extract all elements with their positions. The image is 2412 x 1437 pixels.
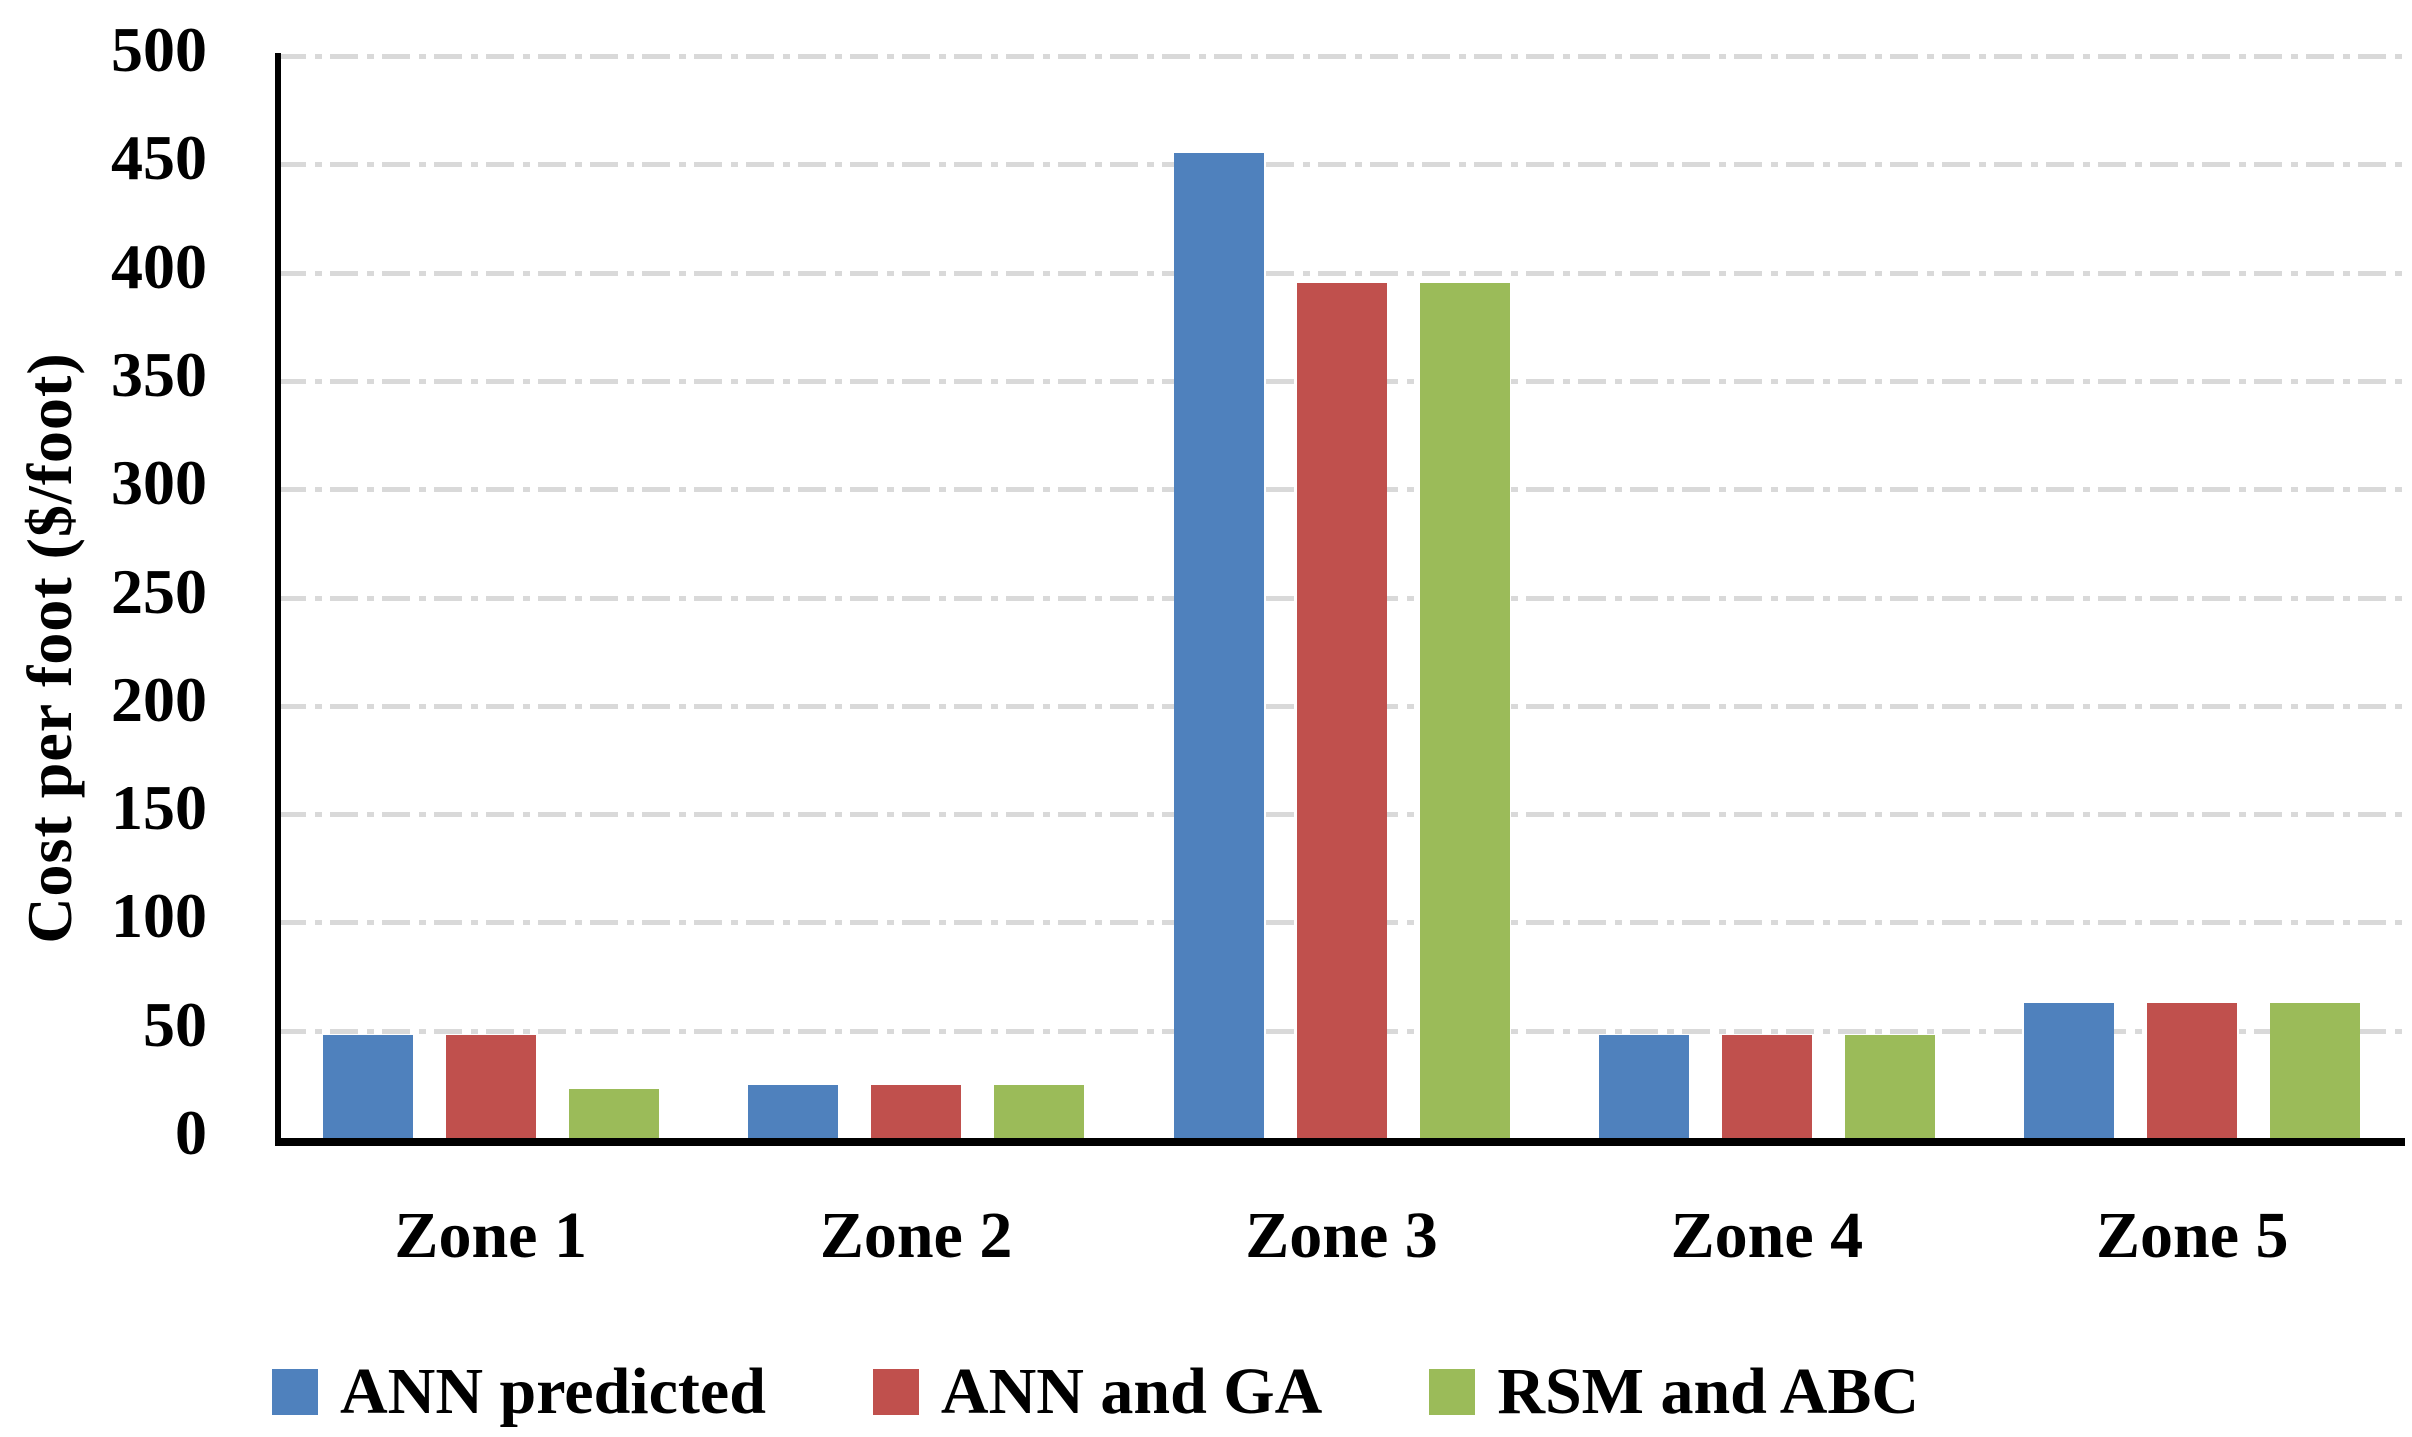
- gridline-400: [278, 270, 2405, 276]
- y-tick-label-0: 0: [175, 1097, 207, 1168]
- legend-swatch-ann-predicted: [272, 1369, 318, 1415]
- legend-item-ann-and-ga: ANN and GA: [872, 1355, 1323, 1428]
- x-category-label-zone-2: Zone 2: [819, 1199, 1013, 1272]
- y-axis-title: Cost per foot ($/foot): [14, 352, 85, 944]
- y-tick-label-500: 500: [111, 14, 207, 85]
- bar-zone-4-rsm-and-abc: [1844, 1035, 1935, 1139]
- x-category-label-zone-5: Zone 5: [2096, 1199, 2289, 1272]
- y-tick-label-450: 450: [111, 122, 207, 194]
- bar-zone-5-ann-predicted: [2024, 1002, 2115, 1139]
- bar-zone-4-ann-and-ga: [1721, 1035, 1812, 1139]
- legend-label-ann-predicted: ANN predicted: [340, 1355, 766, 1428]
- gridline-500: [278, 54, 2405, 59]
- bar-zone-3-ann-predicted: [1173, 153, 1264, 1139]
- y-tick-label-50: 50: [143, 988, 207, 1060]
- legend-label-ann-and-ga: ANN and GA: [940, 1355, 1323, 1428]
- bar-zone-3-rsm-and-abc: [1419, 283, 1510, 1139]
- y-tick-label-150: 150: [111, 772, 207, 844]
- x-category-label-zone-3: Zone 3: [1245, 1199, 1438, 1272]
- bar-zone-1-ann-predicted: [322, 1035, 413, 1139]
- legend-item-rsm-and-abc: RSM and ABC: [1429, 1356, 1919, 1428]
- legend-label-rsm-and-abc: RSM and ABC: [1497, 1355, 1920, 1428]
- gridline-450: [278, 162, 2405, 168]
- legend: ANN predicted ANN and GA RSM and ABC: [272, 1356, 1919, 1428]
- x-axis-line: [275, 1138, 2405, 1146]
- y-tick-label-300: 300: [111, 447, 207, 519]
- legend-item-ann-predicted: ANN predicted: [272, 1356, 766, 1428]
- bar-zone-2-rsm-and-abc: [994, 1084, 1085, 1139]
- bar-zone-5-rsm-and-abc: [2270, 1002, 2361, 1139]
- x-category-label-zone-1: Zone 1: [394, 1199, 587, 1272]
- bar-zone-2-ann-and-ga: [871, 1084, 962, 1139]
- y-tick-label-200: 200: [111, 663, 207, 735]
- y-tick-label-250: 250: [111, 555, 207, 627]
- y-tick-label-400: 400: [111, 230, 207, 302]
- bar-zone-1-ann-and-ga: [445, 1035, 536, 1139]
- bar-zone-3-ann-and-ga: [1296, 283, 1387, 1139]
- y-tick-label-350: 350: [111, 338, 207, 410]
- legend-swatch-ann-and-ga: [872, 1369, 919, 1415]
- bar-zone-4-ann-predicted: [1598, 1035, 1689, 1139]
- bar-zone-2-ann-predicted: [748, 1084, 839, 1139]
- y-axis-line: [275, 53, 281, 1146]
- bar-zone-5-ann-and-ga: [2147, 1002, 2238, 1139]
- legend-swatch-rsm-and-abc: [1429, 1369, 1476, 1415]
- bar-zone-1-rsm-and-abc: [568, 1089, 659, 1139]
- x-category-label-zone-4: Zone 4: [1670, 1199, 1864, 1272]
- y-tick-label-100: 100: [111, 880, 207, 952]
